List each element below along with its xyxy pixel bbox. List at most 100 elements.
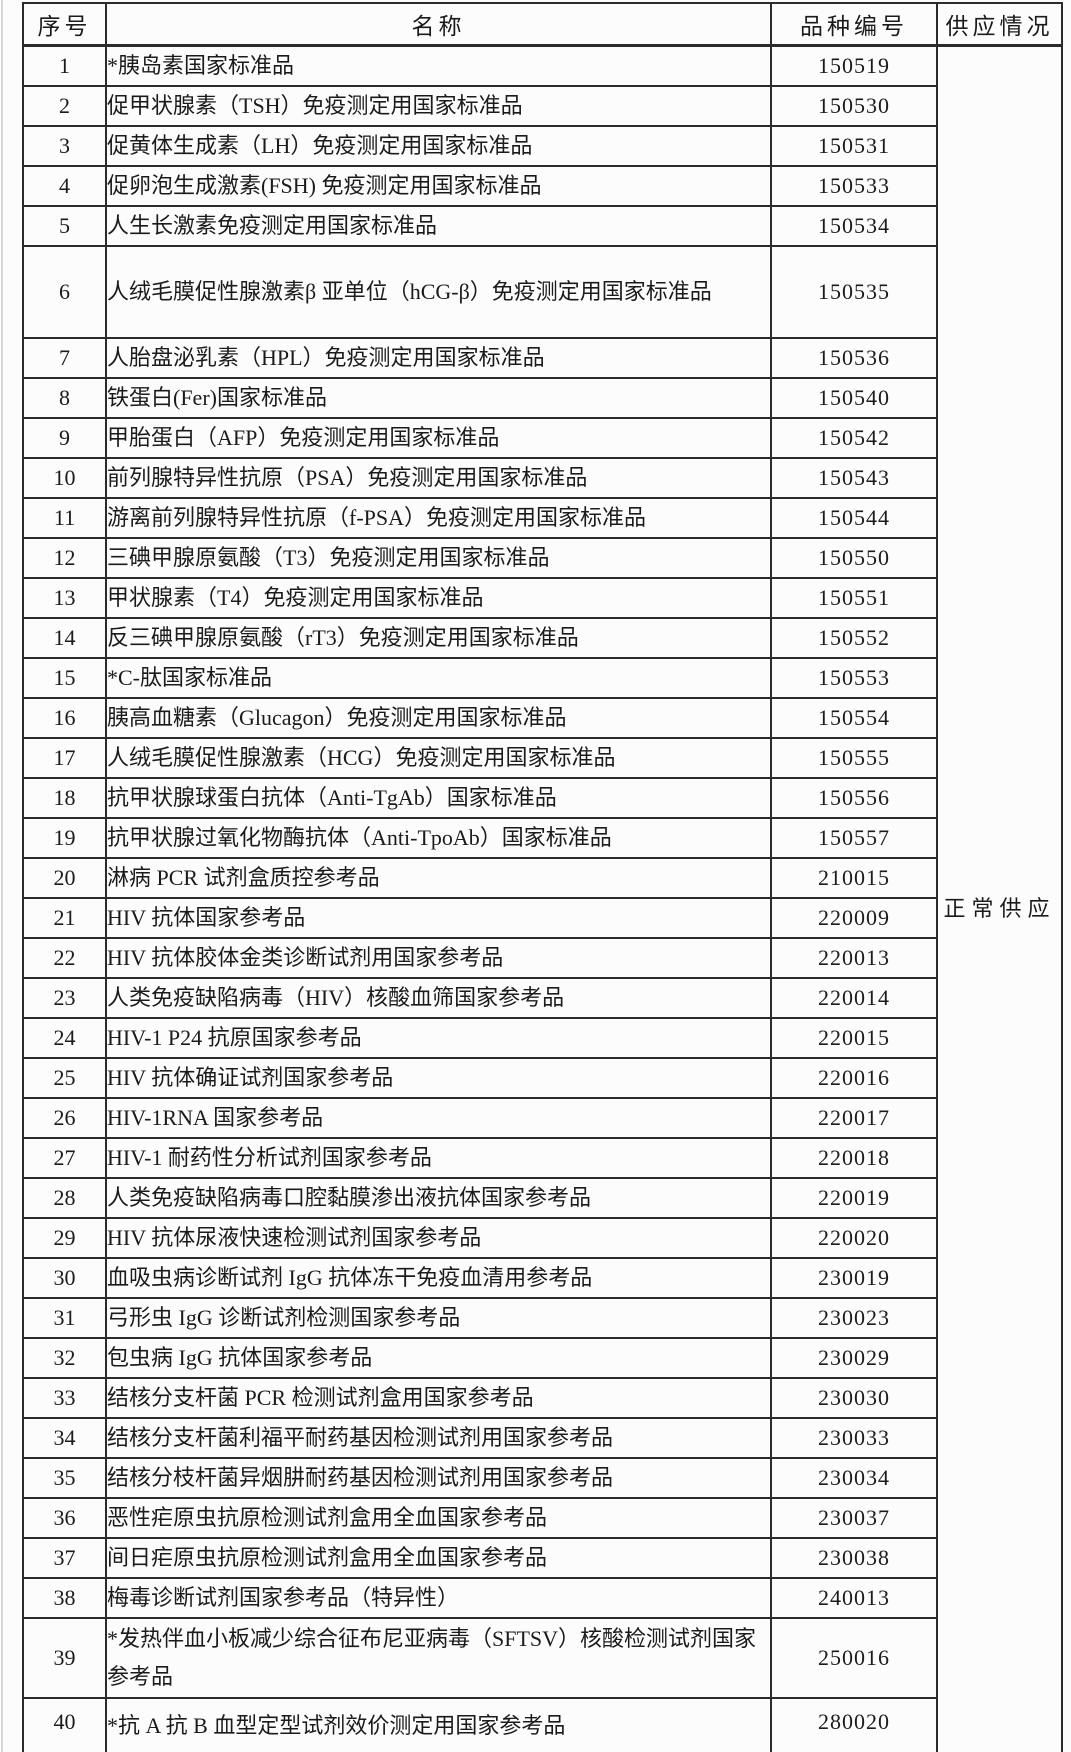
table-row: 30 血吸虫病诊断试剂 IgG 抗体冻干免疫血清用参考品 230019 <box>22 1257 1062 1299</box>
item-code-cell: 220009 <box>770 897 938 939</box>
item-name-cell: 铁蛋白(Fer)国家标准品 <box>105 377 772 419</box>
item-code-cell: 220014 <box>770 977 938 1019</box>
table-row: 20 淋病 PCR 试剂盒质控参考品 210015 <box>22 857 1062 899</box>
table-row: 13 甲状腺素（T4）免疫测定用国家标准品 150551 <box>22 577 1062 619</box>
row-index-cell: 14 <box>22 617 107 659</box>
item-code-cell: 150550 <box>770 537 938 579</box>
row-index-cell: 2 <box>22 85 107 127</box>
row-index-cell: 23 <box>22 977 107 1019</box>
item-code-cell: 150544 <box>770 497 938 539</box>
table-row: 4 促卵泡生成激素(FSH) 免疫测定用国家标准品 150533 <box>22 165 1062 207</box>
row-index-cell: 32 <box>22 1337 107 1379</box>
header-supply: 供应情况 <box>936 2 1063 47</box>
row-index-cell: 21 <box>22 897 107 939</box>
table-row: 26 HIV-1RNA 国家参考品 220017 <box>22 1097 1062 1139</box>
item-name-cell: 结核分支杆菌利福平耐药基因检测试剂用国家参考品 <box>105 1417 772 1459</box>
row-index-cell: 27 <box>22 1137 107 1179</box>
item-code-cell: 150536 <box>770 337 938 379</box>
item-name-cell: 弓形虫 IgG 诊断试剂检测国家参考品 <box>105 1297 772 1339</box>
table-row: 18 抗甲状腺球蛋白抗体（Anti-TgAb）国家标准品 150556 <box>22 777 1062 819</box>
item-name-cell: *C-肽国家标准品 <box>105 657 772 699</box>
table-row: 15 *C-肽国家标准品 150553 <box>22 657 1062 699</box>
item-name-cell: HIV-1 耐药性分析试剂国家参考品 <box>105 1137 772 1179</box>
item-name-cell: 游离前列腺特异性抗原（f-PSA）免疫测定用国家标准品 <box>105 497 772 539</box>
table-row: 7 人胎盘泌乳素（HPL）免疫测定用国家标准品 150536 <box>22 337 1062 379</box>
item-name-cell: 人生长激素免疫测定用国家标准品 <box>105 205 772 247</box>
row-index-cell: 38 <box>22 1577 107 1619</box>
table-row: 19 抗甲状腺过氧化物酶抗体（Anti-TpoAb）国家标准品 150557 <box>22 817 1062 859</box>
table-row: 28 人类免疫缺陷病毒口腔黏膜渗出液抗体国家参考品 220019 <box>22 1177 1062 1219</box>
item-code-cell: 150553 <box>770 657 938 699</box>
item-code-cell: 150556 <box>770 777 938 819</box>
row-index-cell: 30 <box>22 1257 107 1299</box>
table-row: 9 甲胎蛋白（AFP）免疫测定用国家标准品 150542 <box>22 417 1062 459</box>
item-code-cell: 230023 <box>770 1297 938 1339</box>
item-name-cell: HIV 抗体胶体金类诊断试剂用国家参考品 <box>105 937 772 979</box>
row-index-cell: 22 <box>22 937 107 979</box>
table-row: 14 反三碘甲腺原氨酸（rT3）免疫测定用国家标准品 150552 <box>22 617 1062 659</box>
item-code-cell: 230030 <box>770 1377 938 1419</box>
item-code-cell: 150555 <box>770 737 938 779</box>
reference-materials-table: 序号 名称 品种编号 供应情况 1 *胰岛素国家标准品 150519 正常供应 … <box>22 2 1063 1752</box>
row-index-cell: 26 <box>22 1097 107 1139</box>
item-name-cell: 前列腺特异性抗原（PSA）免疫测定用国家标准品 <box>105 457 772 499</box>
item-name-cell: 甲状腺素（T4）免疫测定用国家标准品 <box>105 577 772 619</box>
table-row: 2 促甲状腺素（TSH）免疫测定用国家标准品 150530 <box>22 85 1062 127</box>
item-name-cell: 梅毒诊断试剂国家参考品（特异性） <box>105 1577 772 1619</box>
header-code: 品种编号 <box>770 2 938 47</box>
item-name-cell: HIV-1RNA 国家参考品 <box>105 1097 772 1139</box>
table-row: 25 HIV 抗体确证试剂国家参考品 220016 <box>22 1057 1062 1099</box>
row-index-cell: 25 <box>22 1057 107 1099</box>
item-code-cell: 230037 <box>770 1497 938 1539</box>
table-row: 11 游离前列腺特异性抗原（f-PSA）免疫测定用国家标准品 150544 <box>22 497 1062 539</box>
table-row: 10 前列腺特异性抗原（PSA）免疫测定用国家标准品 150543 <box>22 457 1062 499</box>
item-name-cell: 甲胎蛋白（AFP）免疫测定用国家标准品 <box>105 417 772 459</box>
item-code-cell: 220017 <box>770 1097 938 1139</box>
item-code-cell: 150551 <box>770 577 938 619</box>
row-index-cell: 40 <box>22 1697 107 1752</box>
row-index-cell: 6 <box>22 245 107 339</box>
item-name-cell: 三碘甲腺原氨酸（T3）免疫测定用国家标准品 <box>105 537 772 579</box>
item-code-cell: 280020 <box>770 1697 938 1752</box>
table-row: 23 人类免疫缺陷病毒（HIV）核酸血筛国家参考品 220014 <box>22 977 1062 1019</box>
row-index-cell: 16 <box>22 697 107 739</box>
table-row: 29 HIV 抗体尿液快速检测试剂国家参考品 220020 <box>22 1217 1062 1259</box>
table-row: 35 结核分枝杆菌异烟肼耐药基因检测试剂用国家参考品 230034 <box>22 1457 1062 1499</box>
table-row: 3 促黄体生成素（LH）免疫测定用国家标准品 150531 <box>22 125 1062 167</box>
item-name-cell: 结核分枝杆菌异烟肼耐药基因检测试剂用国家参考品 <box>105 1457 772 1499</box>
item-name-cell: 胰高血糖素（Glucagon）免疫测定用国家标准品 <box>105 697 772 739</box>
item-code-cell: 230019 <box>770 1257 938 1299</box>
header-name: 名称 <box>105 2 772 47</box>
item-code-cell: 150531 <box>770 125 938 167</box>
item-name-cell: 间日疟原虫抗原检测试剂盒用全血国家参考品 <box>105 1537 772 1579</box>
item-code-cell: 150530 <box>770 85 938 127</box>
row-index-cell: 28 <box>22 1177 107 1219</box>
row-index-cell: 13 <box>22 577 107 619</box>
item-code-cell: 220016 <box>770 1057 938 1099</box>
table-row: 31 弓形虫 IgG 诊断试剂检测国家参考品 230023 <box>22 1297 1062 1339</box>
item-name-cell: *抗 A 抗 B 血型定型试剂效价测定用国家参考品 <box>105 1697 772 1752</box>
item-code-cell: 220018 <box>770 1137 938 1179</box>
item-code-cell: 150557 <box>770 817 938 859</box>
item-name-cell: 人绒毛膜促性腺激素β 亚单位（hCG-β）免疫测定用国家标准品 <box>105 245 772 339</box>
row-index-cell: 19 <box>22 817 107 859</box>
row-index-cell: 5 <box>22 205 107 247</box>
row-index-cell: 35 <box>22 1457 107 1499</box>
item-code-cell: 230029 <box>770 1337 938 1379</box>
table-row: 37 间日疟原虫抗原检测试剂盒用全血国家参考品 230038 <box>22 1537 1062 1579</box>
item-code-cell: 150535 <box>770 245 938 339</box>
row-index-cell: 24 <box>22 1017 107 1059</box>
item-code-cell: 150533 <box>770 165 938 207</box>
item-name-cell: 人绒毛膜促性腺激素（HCG）免疫测定用国家标准品 <box>105 737 772 779</box>
item-code-cell: 230038 <box>770 1537 938 1579</box>
table-row: 6 人绒毛膜促性腺激素β 亚单位（hCG-β）免疫测定用国家标准品 150535 <box>22 245 1062 339</box>
row-index-cell: 29 <box>22 1217 107 1259</box>
item-code-cell: 150540 <box>770 377 938 419</box>
table-row: 12 三碘甲腺原氨酸（T3）免疫测定用国家标准品 150550 <box>22 537 1062 579</box>
item-code-cell: 220013 <box>770 937 938 979</box>
item-code-cell: 220019 <box>770 1177 938 1219</box>
item-name-cell: 促黄体生成素（LH）免疫测定用国家标准品 <box>105 125 772 167</box>
row-index-cell: 9 <box>22 417 107 459</box>
table-row: 33 结核分支杆菌 PCR 检测试剂盒用国家参考品 230030 <box>22 1377 1062 1419</box>
item-name-cell: 恶性疟原虫抗原检测试剂盒用全血国家参考品 <box>105 1497 772 1539</box>
